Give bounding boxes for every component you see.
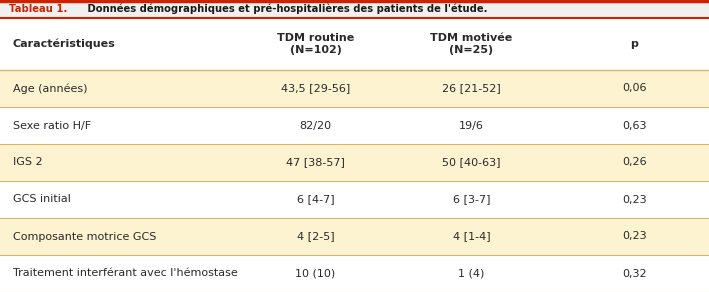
- Text: 50 [40-63]: 50 [40-63]: [442, 157, 501, 168]
- Text: 6 [3-7]: 6 [3-7]: [453, 194, 490, 204]
- Bar: [0, 144, 709, 181]
- Text: 82/20: 82/20: [299, 121, 332, 131]
- Text: 0,23: 0,23: [623, 194, 647, 204]
- Text: Composante motrice GCS: Composante motrice GCS: [13, 232, 156, 241]
- Bar: [0, 18, 709, 70]
- Text: 0,63: 0,63: [623, 121, 647, 131]
- Bar: [0, 255, 709, 292]
- Text: Sexe ratio H/F: Sexe ratio H/F: [13, 121, 91, 131]
- Text: Traitement interférant avec l'hémostase: Traitement interférant avec l'hémostase: [13, 269, 238, 279]
- Text: 0,06: 0,06: [623, 84, 647, 93]
- Text: 19/6: 19/6: [459, 121, 484, 131]
- Text: 43,5 [29-56]: 43,5 [29-56]: [281, 84, 350, 93]
- Text: 10 (10): 10 (10): [296, 269, 335, 279]
- Text: Tableau 1.: Tableau 1.: [9, 4, 67, 14]
- Text: 0,23: 0,23: [623, 232, 647, 241]
- Bar: [0, 181, 709, 218]
- Bar: [0, 70, 709, 107]
- Text: 6 [4-7]: 6 [4-7]: [296, 194, 335, 204]
- Text: 0,26: 0,26: [623, 157, 647, 168]
- Text: 0,32: 0,32: [623, 269, 647, 279]
- Text: 26 [21-52]: 26 [21-52]: [442, 84, 501, 93]
- Text: GCS initial: GCS initial: [13, 194, 71, 204]
- Text: 4 [1-4]: 4 [1-4]: [452, 232, 491, 241]
- Text: 47 [38-57]: 47 [38-57]: [286, 157, 345, 168]
- Bar: [0, 218, 709, 255]
- Bar: [0, 0, 709, 18]
- Text: p: p: [630, 39, 639, 49]
- Text: 1 (4): 1 (4): [458, 269, 485, 279]
- Text: 4 [2-5]: 4 [2-5]: [296, 232, 335, 241]
- Text: IGS 2: IGS 2: [13, 157, 43, 168]
- Text: TDM routine
(N=102): TDM routine (N=102): [277, 33, 354, 55]
- Text: TDM motivée
(N=25): TDM motivée (N=25): [430, 33, 513, 55]
- Text: Caractéristiques: Caractéristiques: [13, 39, 116, 49]
- Text: Age (années): Age (années): [13, 83, 87, 94]
- Bar: [0, 107, 709, 144]
- Text: Données démographiques et pré-hospitalières des patients de l'étude.: Données démographiques et pré-hospitaliè…: [84, 4, 487, 14]
